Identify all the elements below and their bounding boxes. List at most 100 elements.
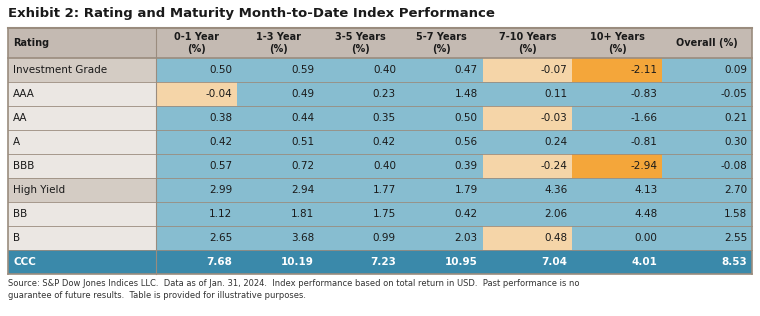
Bar: [319, 178, 401, 202]
Bar: [662, 58, 752, 82]
Text: 0.49: 0.49: [291, 89, 314, 99]
Bar: [572, 130, 662, 154]
Bar: [483, 202, 572, 226]
Text: 0.00: 0.00: [635, 233, 657, 243]
Bar: [572, 154, 662, 178]
Bar: [662, 226, 752, 250]
Bar: [8, 202, 156, 226]
Bar: [156, 226, 237, 250]
Bar: [483, 178, 572, 202]
Text: 0.39: 0.39: [454, 161, 478, 171]
Text: 0.09: 0.09: [724, 65, 747, 75]
Bar: [483, 130, 572, 154]
Text: 1.77: 1.77: [372, 185, 396, 195]
Bar: [401, 178, 483, 202]
Bar: [572, 250, 662, 274]
Text: 1.81: 1.81: [291, 209, 314, 219]
Text: 0.42: 0.42: [209, 137, 233, 147]
Text: 0.11: 0.11: [544, 89, 568, 99]
Text: 0.23: 0.23: [373, 89, 396, 99]
Text: 0.57: 0.57: [209, 161, 233, 171]
Text: 1.79: 1.79: [454, 185, 478, 195]
Text: Source: S&P Dow Jones Indices LLC.  Data as of Jan. 31, 2024.  Index performance: Source: S&P Dow Jones Indices LLC. Data …: [8, 279, 579, 300]
Text: 4.48: 4.48: [634, 209, 657, 219]
Text: 0.35: 0.35: [373, 113, 396, 123]
Bar: [156, 250, 237, 274]
Text: 0.42: 0.42: [373, 137, 396, 147]
Bar: [319, 226, 401, 250]
Bar: [156, 178, 237, 202]
Text: 1.58: 1.58: [724, 209, 747, 219]
Text: 0.40: 0.40: [373, 161, 396, 171]
Bar: [572, 226, 662, 250]
Bar: [237, 178, 319, 202]
Bar: [237, 130, 319, 154]
Bar: [8, 28, 156, 58]
Text: 0.51: 0.51: [291, 137, 314, 147]
Bar: [237, 58, 319, 82]
Text: Overall (%): Overall (%): [676, 38, 738, 48]
Bar: [572, 106, 662, 130]
Bar: [483, 226, 572, 250]
Text: 7.68: 7.68: [207, 257, 233, 267]
Bar: [156, 58, 237, 82]
Bar: [8, 226, 156, 250]
Text: 0.47: 0.47: [454, 65, 478, 75]
Bar: [237, 106, 319, 130]
Text: 0.38: 0.38: [209, 113, 233, 123]
Text: -0.24: -0.24: [540, 161, 568, 171]
Bar: [8, 178, 156, 202]
Text: 2.55: 2.55: [724, 233, 747, 243]
Bar: [8, 82, 156, 106]
Bar: [662, 82, 752, 106]
Bar: [8, 154, 156, 178]
Text: 0.59: 0.59: [291, 65, 314, 75]
Text: 2.06: 2.06: [544, 209, 568, 219]
Text: 0.72: 0.72: [291, 161, 314, 171]
Bar: [662, 106, 752, 130]
Text: -0.04: -0.04: [206, 89, 233, 99]
Text: 7-10 Years
(%): 7-10 Years (%): [499, 32, 556, 54]
Text: 4.36: 4.36: [544, 185, 568, 195]
Text: -0.08: -0.08: [720, 161, 747, 171]
Bar: [483, 28, 572, 58]
Bar: [156, 106, 237, 130]
Text: -2.11: -2.11: [630, 65, 657, 75]
Text: 5-7 Years
(%): 5-7 Years (%): [416, 32, 467, 54]
Text: 0.30: 0.30: [724, 137, 747, 147]
Text: 4.01: 4.01: [632, 257, 657, 267]
Text: 0.50: 0.50: [454, 113, 478, 123]
Text: 10+ Years
(%): 10+ Years (%): [590, 32, 644, 54]
Bar: [662, 130, 752, 154]
Bar: [401, 226, 483, 250]
Bar: [319, 154, 401, 178]
Text: 3-5 Years
(%): 3-5 Years (%): [334, 32, 385, 54]
Text: 0.44: 0.44: [291, 113, 314, 123]
Bar: [156, 130, 237, 154]
Text: 2.03: 2.03: [454, 233, 478, 243]
Text: 3.68: 3.68: [291, 233, 314, 243]
Text: -0.05: -0.05: [720, 89, 747, 99]
Bar: [483, 106, 572, 130]
Text: AA: AA: [13, 113, 27, 123]
Bar: [8, 250, 156, 274]
Bar: [156, 154, 237, 178]
Text: High Yield: High Yield: [13, 185, 65, 195]
Text: AAA: AAA: [13, 89, 35, 99]
Text: BB: BB: [13, 209, 27, 219]
Bar: [483, 82, 572, 106]
Bar: [572, 178, 662, 202]
Text: -1.66: -1.66: [630, 113, 657, 123]
Bar: [237, 82, 319, 106]
Text: 0.40: 0.40: [373, 65, 396, 75]
Bar: [319, 106, 401, 130]
Text: 1.48: 1.48: [454, 89, 478, 99]
Bar: [662, 202, 752, 226]
Bar: [662, 178, 752, 202]
Bar: [319, 250, 401, 274]
Bar: [319, 58, 401, 82]
Text: 10.19: 10.19: [281, 257, 314, 267]
Text: -0.83: -0.83: [630, 89, 657, 99]
Bar: [156, 202, 237, 226]
Bar: [401, 202, 483, 226]
